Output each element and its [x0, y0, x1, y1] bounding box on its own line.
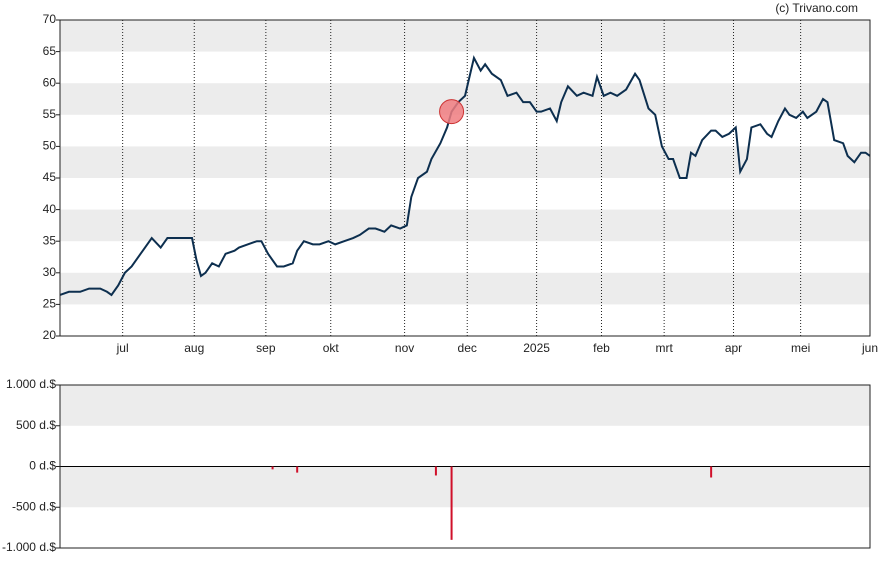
highlight-marker: [439, 99, 465, 125]
y-tick-label: 0 d.$: [29, 459, 56, 473]
price-line: [59, 55, 871, 297]
y-tick-label: 65: [43, 44, 57, 58]
grid-band: [60, 272, 870, 305]
bar: [710, 466, 713, 478]
x-tick-label: sep: [256, 341, 276, 355]
x-tick-label: mei: [791, 341, 810, 355]
y-tick-label: 55: [43, 107, 57, 121]
grid-band: [60, 83, 870, 115]
y-tick-label: 50: [43, 139, 57, 153]
source: (c) Trivano.com: [775, 1, 858, 15]
grid-band: [60, 146, 870, 178]
plot-frame: [59, 384, 871, 549]
y-tick-label: 500 d.$: [16, 418, 56, 432]
x-tick-label: okt: [323, 341, 340, 355]
y-tick-label: 1.000 d.$: [6, 377, 56, 391]
bar: [434, 466, 437, 476]
y-tick-label: 35: [43, 233, 57, 247]
x-tick-label: jun: [861, 341, 878, 355]
x-tick-label: apr: [725, 341, 742, 355]
grid-band: [60, 466, 870, 508]
y-tick-label: 20: [43, 328, 57, 342]
y-tick-label: -500 d.$: [12, 499, 56, 513]
bar: [450, 466, 453, 540]
y-tick-label: 45: [43, 170, 57, 184]
bar: [296, 466, 299, 473]
bar: [271, 466, 274, 470]
x-tick-label: feb: [593, 341, 610, 355]
grid-band: [60, 385, 870, 426]
y-tick-label: 40: [43, 202, 57, 216]
x-tick-label: nov: [395, 341, 414, 355]
y-tick-label: 25: [43, 297, 57, 311]
x-tick-label: aug: [184, 341, 204, 355]
grid-band: [60, 20, 870, 52]
y-tick-label: 60: [43, 75, 57, 89]
x-tick-label: jul: [116, 341, 129, 355]
x-tick-label: 2025: [523, 341, 550, 355]
plot-frame: [59, 19, 871, 337]
grid-band: [60, 209, 870, 242]
y-tick-label: 30: [43, 265, 57, 279]
x-tick-label: mrt: [655, 341, 673, 355]
x-tick-label: dec: [458, 341, 477, 355]
y-tick-label: -1.000 d.$: [2, 540, 56, 554]
y-tick-label: 70: [43, 12, 57, 26]
